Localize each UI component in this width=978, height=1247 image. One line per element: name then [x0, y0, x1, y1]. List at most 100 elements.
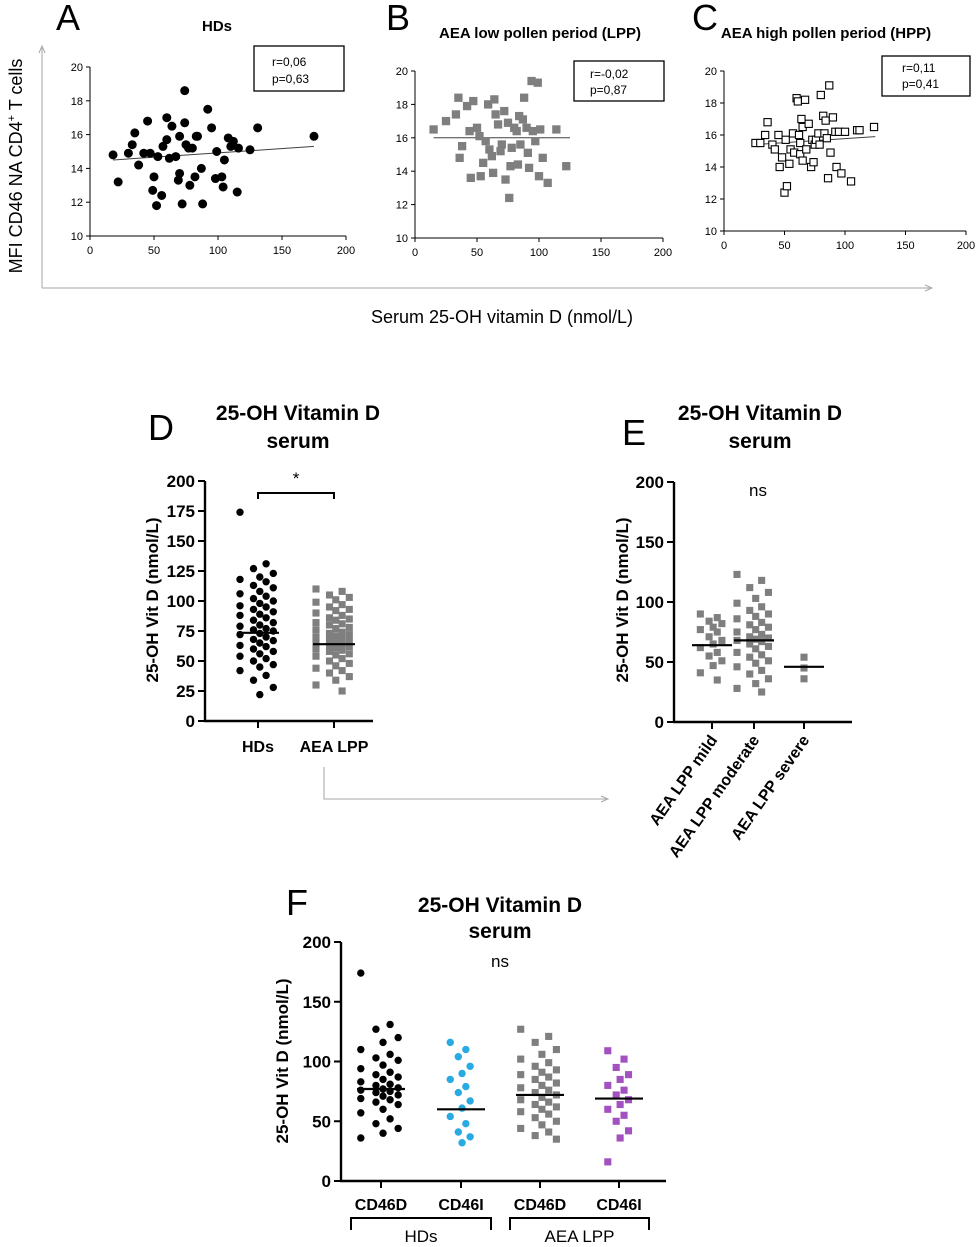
panel-f-data-point: [394, 1100, 402, 1109]
panel-d-data-point: [269, 569, 277, 578]
panel-d-data-point: [325, 669, 334, 677]
panel-d-data-point: [345, 605, 353, 613]
panel-a-stats-r: r=0,06: [272, 55, 307, 69]
panel-f-data-point: [517, 1108, 525, 1116]
panel-c-data-point: [796, 138, 805, 148]
panel-b-data-point: [513, 160, 523, 169]
connector-d-to-e: [323, 767, 610, 803]
panel-c-title: AEA high pollen period (HPP): [721, 25, 931, 42]
panel-d-data-point: [262, 624, 270, 633]
panel-b-data-point: [528, 126, 537, 136]
panel-d-y-tick-label: 200: [167, 472, 195, 491]
shared-y-label-main: MFI CD46 NA CD4: [6, 121, 26, 273]
panel-b-data-point: [484, 100, 493, 109]
panel-f-data-point: [357, 1064, 365, 1073]
panel-f-data-point: [357, 1078, 365, 1086]
panel-c-data-point: [855, 126, 864, 135]
panel-c-data-point: [770, 145, 779, 154]
panel-c-data-point: [777, 153, 787, 162]
panel-a-y-tick-label: 18: [71, 96, 83, 108]
panel-c-data-point: [837, 169, 846, 178]
panel-a-data-point: [130, 128, 140, 138]
panel-f-data-point: [531, 1114, 539, 1122]
panel-a-data-point: [233, 143, 243, 153]
panel-d-y-tick-label: 0: [186, 712, 195, 731]
panel-a-data-point: [143, 116, 153, 126]
panel-e-data-point: [713, 614, 721, 622]
panel-e-data-point: [733, 570, 741, 578]
shared-x-guide-arrow: [924, 284, 934, 292]
panel-b-data-point: [543, 178, 552, 188]
panel-b-stats-p: p=0,87: [590, 83, 627, 97]
panel-a-data-point: [245, 145, 255, 155]
panel-e-data-point: [800, 653, 808, 661]
panel-d-title-line2: serum: [266, 430, 329, 453]
panel-b-data-point: [476, 172, 485, 181]
panel-e-data-point: [733, 663, 741, 671]
panel-b-data-point: [472, 123, 482, 132]
panel-e-data-point: [733, 684, 741, 692]
shared-axes: MFI CD46 NA CD4+ T cells Serum 25-OH vit…: [6, 44, 934, 327]
panel-c-x-tick-label: 200: [957, 240, 975, 252]
panel-f-data-point: [620, 1086, 628, 1094]
panel-b-data-point: [500, 106, 509, 116]
panel-c-data-point: [809, 158, 818, 167]
panel-d-data-point: [256, 650, 264, 658]
panel-a-data-point: [171, 152, 181, 162]
panel-b-data-point: [512, 126, 521, 136]
panel-d-data-point: [256, 621, 264, 629]
panel-f-data-point: [372, 1025, 380, 1033]
panel-d-data-point: [256, 599, 264, 608]
panel-f-data-point: [517, 1071, 525, 1079]
panel-b-y-tick-label: 12: [396, 200, 408, 212]
panel-b-data-point: [497, 140, 506, 149]
panel-f-data-point: [604, 1105, 612, 1113]
panel-a-data-point: [203, 104, 213, 114]
panel-c-y-tick-label: 14: [705, 162, 717, 174]
panel-f-data-point: [545, 1032, 553, 1040]
panel-f-data-point: [379, 1105, 387, 1114]
panel-e-data-point: [752, 680, 760, 688]
panel-c-data-point: [869, 122, 879, 132]
panel-e-data-point: [758, 651, 766, 659]
panel-f-data-point: [612, 1063, 620, 1072]
panel-a-data-point: [153, 152, 163, 162]
panel-c-data-point: [775, 162, 784, 172]
panel-d-data-point: [256, 690, 264, 699]
panel-d-data-point: [332, 625, 340, 633]
panel-d-data-point: [332, 644, 340, 652]
panel-b-x-tick-label: 150: [592, 247, 610, 259]
panel-e-data-point: [746, 633, 754, 641]
panel-d-data-point: [332, 651, 340, 659]
panel-e-data-point: [713, 676, 721, 684]
panel-d-data-point: [345, 631, 353, 639]
panel-f-data-point: [379, 1061, 387, 1069]
panel-e-data-point: [746, 621, 754, 629]
panel-d-significance-bracket: [257, 492, 335, 499]
panel-b-data-point: [487, 152, 497, 161]
panel-f-data-point: [552, 1079, 560, 1087]
panel-c-data-point: [756, 138, 765, 148]
panel-f-title-line1: 25-OH Vitamin D: [418, 894, 582, 917]
panel-b-data-point: [479, 158, 488, 167]
panel-d-data-point: [262, 671, 270, 680]
panel-d-data-point: [312, 633, 320, 641]
panel-f-data-point: [446, 1075, 454, 1084]
panel-a-x-tick-label: 150: [273, 245, 291, 257]
panel-f-data-point: [386, 1068, 394, 1076]
panel-d-data-point: [338, 628, 346, 636]
panel-d-data-point: [332, 616, 340, 624]
panel-f-data-point: [386, 1050, 394, 1059]
panel-f-data-point: [454, 1088, 463, 1097]
panel-d-data-point: [325, 635, 334, 643]
panel-d-data-point: [249, 676, 258, 684]
panel-e-data-point: [718, 620, 726, 628]
panel-b-data-point: [507, 143, 516, 152]
panel-f-data-point: [552, 1066, 560, 1074]
panel-f-data-point: [538, 1068, 546, 1076]
panel-c-data-point: [815, 140, 824, 149]
panel-f-data-point: [379, 1129, 387, 1137]
panel-b-data-point: [519, 93, 529, 102]
panel-a-data-point: [157, 190, 167, 200]
